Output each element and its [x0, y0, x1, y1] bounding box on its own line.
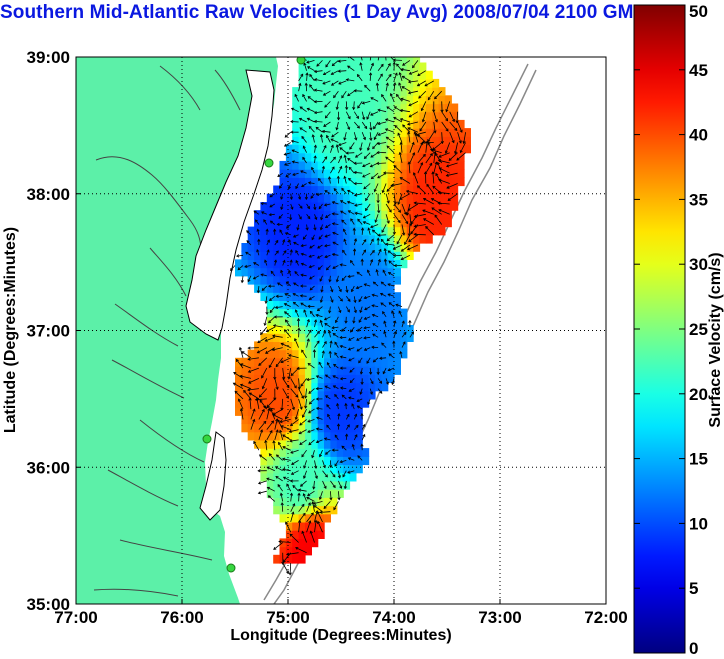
colorbar-tick-label: 15 [689, 450, 708, 469]
chesapeake-bay [185, 69, 275, 341]
chart-title: Southern Mid-Atlantic Raw Velocities (1 … [0, 2, 640, 23]
y-axis-label: Latitude (Degrees:Minutes) [2, 227, 19, 433]
colorbar-tick-label: 20 [689, 385, 708, 404]
x-tick-label: 73:00 [478, 608, 521, 627]
radar-site-marker [226, 563, 236, 573]
radar-site-marker [264, 158, 274, 168]
colorbar-label: Surface Velocity (cm/s) [707, 252, 724, 427]
colorbar-tick-label: 25 [689, 320, 708, 339]
y-tick-label: 36:00 [27, 458, 70, 477]
colorbar-tick-label: 50 [689, 2, 708, 21]
grid [76, 57, 606, 604]
y-tick-label: 39:00 [27, 48, 70, 67]
colorbar-tick-label: 45 [689, 61, 708, 80]
y-axis: 39:00 38:00 37:00 36:00 35:00 [27, 48, 81, 614]
colorbar-gradient [633, 4, 686, 654]
x-axis-label: Longitude (Degrees:Minutes) [230, 627, 451, 644]
x-tick-label: 72:00 [584, 608, 627, 627]
colorbar-tick-label: 40 [689, 126, 708, 145]
x-tick-label: 74:00 [372, 608, 415, 627]
y-tick-label: 38:00 [27, 185, 70, 204]
radar-sites [202, 57, 306, 573]
pamlico-sound [199, 431, 227, 521]
radar-site-marker [202, 434, 212, 444]
colorbar-tick-label: 30 [689, 255, 708, 274]
x-tick-label: 75:00 [266, 608, 309, 627]
x-tick-label: 77:00 [54, 608, 97, 627]
colorbar-tick-label: 5 [689, 579, 698, 598]
colorbar-tick-label: 35 [689, 190, 708, 209]
x-tick-label: 76:00 [160, 608, 203, 627]
colorbar-tick-label: 0 [689, 639, 698, 658]
y-tick-label: 35:00 [27, 595, 70, 614]
colorbar-tick-label: 10 [689, 514, 708, 533]
y-tick-label: 37:00 [27, 322, 70, 341]
x-axis: 77:00 76:00 75:00 74:00 73:00 72:00 [54, 599, 628, 627]
radar-site-marker [296, 57, 306, 65]
